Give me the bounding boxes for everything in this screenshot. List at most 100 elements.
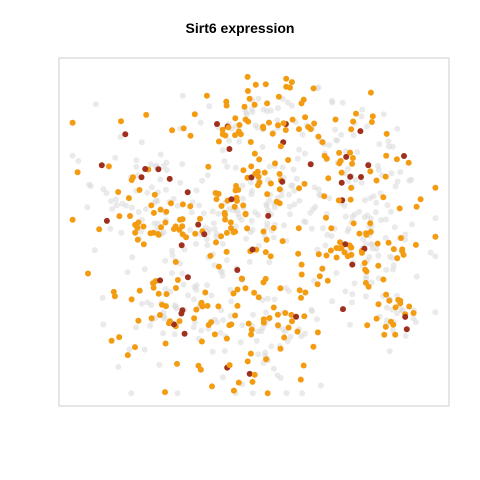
background-point xyxy=(190,324,197,331)
background-point xyxy=(287,333,294,340)
expression-point xyxy=(245,320,252,327)
background-point xyxy=(217,268,224,275)
expression-point xyxy=(163,208,170,215)
expression-point xyxy=(128,177,135,183)
background-point xyxy=(315,84,322,91)
expression-point xyxy=(124,352,131,359)
expression-point xyxy=(302,289,309,296)
background-point xyxy=(232,164,239,171)
expression-point xyxy=(432,184,439,191)
expression-point xyxy=(157,206,164,213)
expression-point xyxy=(289,116,296,123)
background-point xyxy=(368,241,375,248)
background-point xyxy=(248,188,255,194)
expression-point xyxy=(390,321,397,328)
expression-point xyxy=(368,119,375,125)
background-point xyxy=(332,126,339,133)
expression-point xyxy=(242,211,249,218)
expression-point xyxy=(263,356,270,363)
expression-point xyxy=(362,279,369,286)
expression-point xyxy=(327,247,334,254)
background-point xyxy=(163,167,170,174)
high-expression-point xyxy=(342,241,349,248)
expression-point xyxy=(314,329,321,336)
background-point xyxy=(193,282,200,289)
expression-point xyxy=(375,262,382,269)
expression-point xyxy=(166,318,173,325)
background-point xyxy=(69,152,76,159)
expression-point xyxy=(392,331,399,338)
background-point xyxy=(255,328,262,335)
background-point xyxy=(108,198,114,205)
expression-point xyxy=(260,228,267,235)
background-point xyxy=(370,193,377,200)
background-point xyxy=(268,343,275,350)
expression-point xyxy=(386,297,393,304)
expression-point xyxy=(169,127,176,134)
high-expression-point xyxy=(155,166,162,173)
background-point xyxy=(147,322,153,329)
high-expression-point xyxy=(138,174,145,181)
background-point xyxy=(197,119,204,126)
expression-point xyxy=(246,95,253,102)
expression-point xyxy=(297,376,304,383)
background-point xyxy=(390,266,396,273)
expression-point xyxy=(275,93,282,100)
expression-point xyxy=(234,286,241,293)
expression-point xyxy=(264,390,271,397)
expression-point xyxy=(267,180,274,187)
background-point xyxy=(266,163,273,170)
background-point xyxy=(413,273,420,280)
expression-point xyxy=(69,119,76,126)
expression-point xyxy=(336,149,343,156)
background-point xyxy=(86,181,93,188)
background-point xyxy=(291,187,298,194)
background-point xyxy=(264,224,271,231)
background-point xyxy=(386,348,393,355)
expression-point xyxy=(132,229,139,236)
background-point xyxy=(232,223,239,230)
expression-point xyxy=(218,233,225,240)
high-expression-point xyxy=(338,179,345,186)
background-point xyxy=(204,282,210,289)
background-point xyxy=(75,158,82,164)
expression-point xyxy=(398,235,404,241)
background-point xyxy=(294,155,301,162)
background-point xyxy=(214,319,221,326)
expression-point xyxy=(275,322,281,329)
expression-point xyxy=(288,79,295,86)
expression-point xyxy=(179,201,186,208)
expression-point xyxy=(338,169,345,176)
background-point xyxy=(180,281,187,288)
expression-point xyxy=(237,131,244,138)
expression-point xyxy=(242,285,249,292)
high-expression-point xyxy=(343,153,350,160)
expression-point xyxy=(301,180,308,187)
background-point xyxy=(163,159,170,166)
expression-point xyxy=(238,275,245,282)
expression-point xyxy=(319,139,326,146)
background-point xyxy=(141,346,148,353)
expression-point xyxy=(324,277,331,284)
expression-point xyxy=(274,311,281,318)
expression-point xyxy=(298,294,304,301)
expression-point xyxy=(223,229,230,236)
background-point xyxy=(278,192,285,199)
high-expression-point xyxy=(340,306,346,313)
expression-point xyxy=(311,120,318,127)
background-point xyxy=(163,186,169,193)
expression-point xyxy=(285,157,292,163)
background-point xyxy=(133,163,140,170)
background-point xyxy=(160,229,167,236)
high-expression-point xyxy=(246,370,253,377)
expression-point xyxy=(163,291,170,298)
high-expression-point xyxy=(195,221,202,228)
background-point xyxy=(208,292,215,299)
background-point xyxy=(174,202,181,209)
high-expression-point xyxy=(248,174,255,181)
background-point xyxy=(253,337,260,344)
expression-point xyxy=(203,92,210,99)
expression-point xyxy=(367,89,374,96)
expression-point xyxy=(325,175,332,182)
expression-point xyxy=(128,296,135,303)
